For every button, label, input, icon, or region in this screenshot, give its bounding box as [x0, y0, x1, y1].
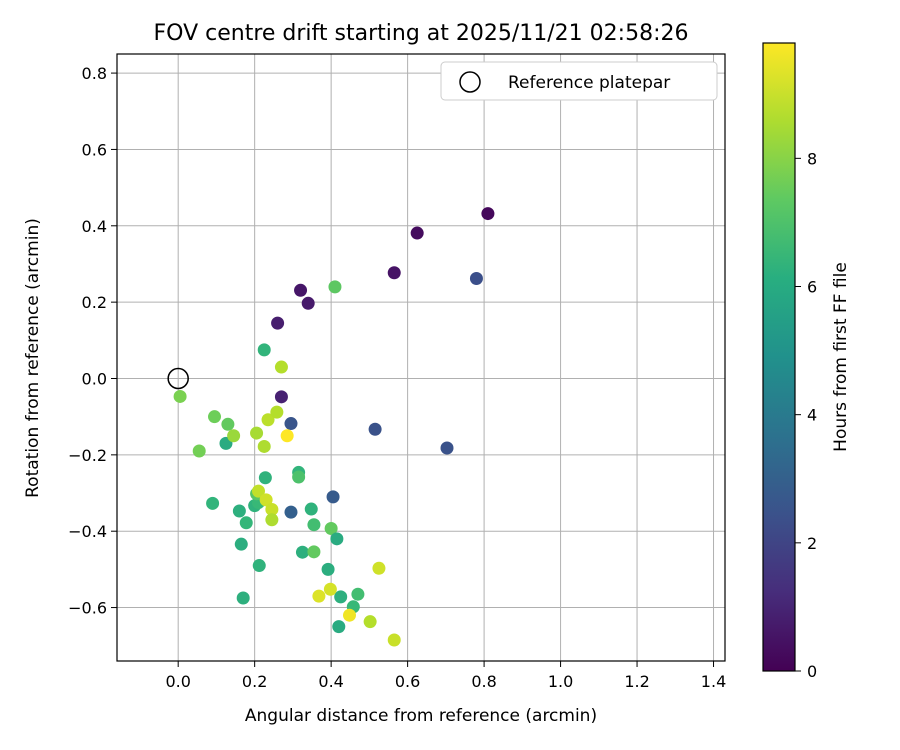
- x-tick-label: 0.4: [318, 672, 343, 691]
- data-point: [192, 444, 206, 458]
- data-point: [270, 405, 284, 419]
- reference-platepar-marker: [167, 367, 189, 390]
- data-point: [250, 426, 264, 440]
- data-point: [208, 410, 222, 424]
- data-point: [469, 271, 483, 285]
- data-point: [312, 589, 326, 603]
- data-point: [351, 587, 365, 601]
- data-point: [481, 207, 495, 221]
- data-point: [307, 518, 321, 532]
- data-point: [239, 516, 253, 530]
- axis-ticks: 0.0 0.2 0.4 0.6 0.8 1.0 1.2 1.4 −0.6 −0.4 −0.2 0.0 0…: [68, 64, 726, 691]
- data-point: [251, 484, 265, 498]
- colorbar-tick-label: 8: [807, 149, 817, 168]
- y-tick-label: 0.6: [82, 140, 107, 159]
- data-points: [167, 207, 495, 647]
- data-point: [274, 390, 288, 404]
- data-point: [227, 429, 241, 443]
- colorbar-tick-label: 4: [807, 406, 817, 425]
- y-tick-label: −0.6: [68, 599, 107, 618]
- data-point: [232, 504, 246, 518]
- data-point: [387, 633, 401, 647]
- data-point: [323, 582, 337, 596]
- data-point: [334, 590, 348, 604]
- plot-frame: [116, 53, 726, 662]
- data-point: [265, 502, 279, 516]
- data-point: [292, 470, 306, 484]
- data-point: [326, 490, 340, 504]
- data-point: [274, 360, 288, 374]
- data-point: [328, 280, 342, 294]
- colorbar-label: Hours from first FF file: [831, 262, 851, 452]
- chart-title: FOV centre drift starting at 2025/11/21 …: [154, 21, 689, 46]
- data-point: [410, 226, 424, 240]
- grid: [117, 54, 725, 661]
- y-tick-label: 0.0: [82, 369, 107, 388]
- data-point: [252, 559, 266, 573]
- y-tick-label: 0.8: [82, 64, 107, 83]
- colorbar-tick-label: 0: [807, 662, 817, 681]
- data-point: [236, 591, 250, 605]
- data-point: [206, 496, 220, 510]
- x-axis-label: Angular distance from reference (arcmin): [245, 706, 597, 726]
- data-point: [307, 545, 321, 559]
- data-point: [257, 343, 271, 357]
- legend-marker-reference: [459, 71, 481, 93]
- data-point: [221, 417, 235, 431]
- colorbar-tick-label: 6: [807, 278, 817, 297]
- y-tick-label: 0.4: [82, 217, 107, 236]
- data-point: [295, 545, 309, 559]
- data-point: [173, 389, 187, 403]
- data-point: [265, 513, 279, 527]
- y-tick-label: −0.4: [68, 522, 107, 541]
- x-tick-label: 1.2: [624, 672, 649, 691]
- data-point: [332, 620, 346, 634]
- x-tick-label: 1.4: [701, 672, 726, 691]
- data-point: [258, 471, 272, 485]
- x-tick-label: 0.8: [471, 672, 496, 691]
- data-point: [280, 429, 294, 443]
- x-tick-label: 0.2: [242, 672, 267, 691]
- colorbar-ticks: 0 2 4 6 8: [795, 149, 817, 681]
- y-axis-label: Rotation from reference (arcmin): [23, 218, 43, 498]
- y-tick-label: −0.2: [68, 446, 107, 465]
- colorbar: 0 2 4 6 8 Hours from first FF file: [762, 42, 851, 681]
- data-point: [301, 296, 315, 310]
- colorbar-tick-label: 2: [807, 534, 817, 553]
- data-point: [387, 266, 401, 280]
- data-point: [372, 561, 386, 575]
- data-point: [257, 439, 271, 453]
- x-tick-label: 0.0: [165, 672, 190, 691]
- x-tick-label: 0.6: [395, 672, 420, 691]
- data-point: [321, 562, 335, 576]
- data-point: [259, 493, 273, 507]
- data-point: [363, 615, 377, 629]
- data-point: [304, 502, 318, 516]
- data-point: [342, 608, 356, 622]
- data-point: [368, 422, 382, 436]
- colorbar-gradient: [762, 42, 796, 672]
- data-point: [261, 413, 275, 427]
- data-point: [234, 537, 248, 551]
- legend-label-reference: Reference platepar: [508, 73, 670, 93]
- data-point: [324, 522, 338, 536]
- data-point: [294, 283, 308, 297]
- legend-box: [440, 61, 718, 101]
- legend: Reference platepar: [440, 61, 718, 101]
- x-tick-label: 1.0: [548, 672, 573, 691]
- data-point: [330, 532, 344, 546]
- y-tick-label: 0.2: [82, 293, 107, 312]
- data-point: [284, 505, 298, 519]
- data-point: [271, 316, 285, 330]
- data-point: [284, 417, 298, 431]
- data-point: [440, 441, 454, 455]
